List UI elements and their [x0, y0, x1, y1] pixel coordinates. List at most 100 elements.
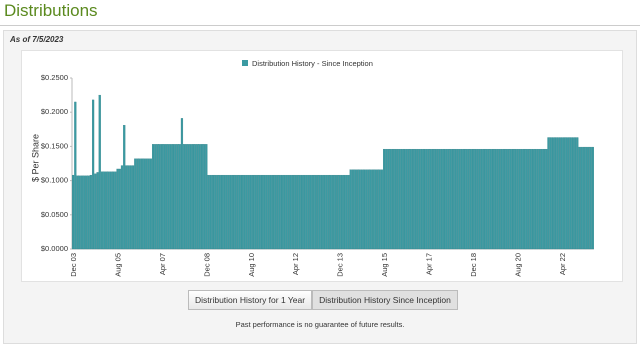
- bar: [391, 148, 395, 250]
- bar: [538, 148, 541, 250]
- bar: [194, 144, 197, 250]
- bar: [156, 144, 159, 250]
- one-year-button[interactable]: Distribution History for 1 Year: [188, 290, 313, 310]
- bar: [327, 174, 330, 250]
- bar: [309, 174, 312, 250]
- bar: [100, 171, 104, 250]
- bar: [389, 148, 392, 250]
- bar: [85, 175, 88, 250]
- bar: [285, 174, 288, 250]
- bar: [402, 148, 406, 250]
- bar: [554, 137, 557, 250]
- bar: [369, 169, 372, 250]
- chart-box: Distribution History - Since Inception $…: [21, 50, 623, 282]
- bar: [534, 148, 537, 250]
- bar: [551, 137, 554, 250]
- x-tick-label: Apr 12: [291, 253, 300, 275]
- bar: [112, 171, 115, 250]
- bar: [305, 174, 308, 250]
- bar: [431, 148, 435, 250]
- bar: [291, 174, 295, 250]
- bar: [127, 165, 130, 250]
- bar: [109, 171, 112, 250]
- bar: [438, 148, 441, 250]
- bar: [469, 148, 472, 250]
- bar: [467, 148, 470, 250]
- bar: [505, 148, 508, 250]
- bar: [258, 174, 261, 250]
- bar: [274, 174, 277, 250]
- bar: [229, 174, 232, 250]
- bar: [420, 148, 423, 250]
- bar: [316, 174, 319, 250]
- bar: [107, 171, 110, 250]
- bar: [427, 148, 430, 250]
- bar: [338, 174, 341, 250]
- y-tick-label: $0.2000: [41, 107, 68, 116]
- bar: [236, 174, 239, 250]
- bar: [105, 171, 108, 250]
- bar: [334, 174, 337, 250]
- bar: [311, 174, 315, 250]
- x-tick-label: Apr 07: [158, 253, 167, 275]
- bar: [440, 148, 443, 250]
- bar: [456, 148, 459, 250]
- bar: [336, 174, 339, 250]
- bar: [542, 148, 546, 250]
- bar: [516, 148, 519, 250]
- bar: [545, 148, 548, 250]
- bar: [514, 148, 517, 250]
- bar: [574, 137, 577, 250]
- bar: [576, 137, 579, 250]
- bar: [218, 174, 221, 250]
- bar: [260, 174, 264, 250]
- bar: [151, 144, 155, 250]
- bar: [507, 148, 510, 250]
- bar: [147, 158, 150, 250]
- bar: [125, 165, 128, 250]
- bar: [360, 169, 363, 250]
- bar: [525, 148, 528, 250]
- bar: [471, 148, 475, 250]
- bar: [234, 174, 237, 250]
- bar: [458, 148, 461, 250]
- bar: [278, 174, 281, 250]
- bar: [118, 168, 121, 250]
- x-tick-label: Apr 22: [558, 253, 567, 275]
- bar: [209, 174, 212, 250]
- since-inception-button[interactable]: Distribution History Since Inception: [312, 290, 458, 310]
- footnote: Past performance is no guarantee of futu…: [235, 320, 405, 329]
- bar: [407, 148, 410, 250]
- bar: [132, 165, 135, 250]
- bar: [200, 144, 204, 250]
- bar: [243, 174, 246, 250]
- button-group: Distribution History for 1 Year Distribu…: [188, 290, 458, 310]
- bar: [558, 137, 561, 250]
- x-tick-label: Apr 17: [425, 253, 434, 275]
- bar: [567, 137, 570, 250]
- bar: [549, 137, 552, 250]
- bar: [518, 148, 521, 250]
- bar: [265, 174, 268, 250]
- y-axis-label: $ Per Share: [30, 134, 40, 182]
- bar: [271, 174, 275, 250]
- bar: [191, 144, 195, 250]
- bar: [220, 174, 224, 250]
- bar: [207, 174, 210, 250]
- bar: [591, 146, 594, 250]
- bar: [174, 144, 177, 250]
- bar: [87, 175, 90, 250]
- x-tick-label: Aug 15: [380, 253, 389, 277]
- bar: [500, 148, 503, 250]
- bar: [502, 148, 506, 250]
- bar: [116, 168, 119, 250]
- bar: [347, 174, 350, 250]
- bar: [94, 173, 97, 250]
- bar: [460, 148, 463, 250]
- bar: [520, 148, 523, 250]
- y-tick-label: $0.2500: [41, 73, 68, 82]
- bar: [442, 148, 446, 250]
- bar: [223, 174, 226, 250]
- bar: [476, 148, 479, 250]
